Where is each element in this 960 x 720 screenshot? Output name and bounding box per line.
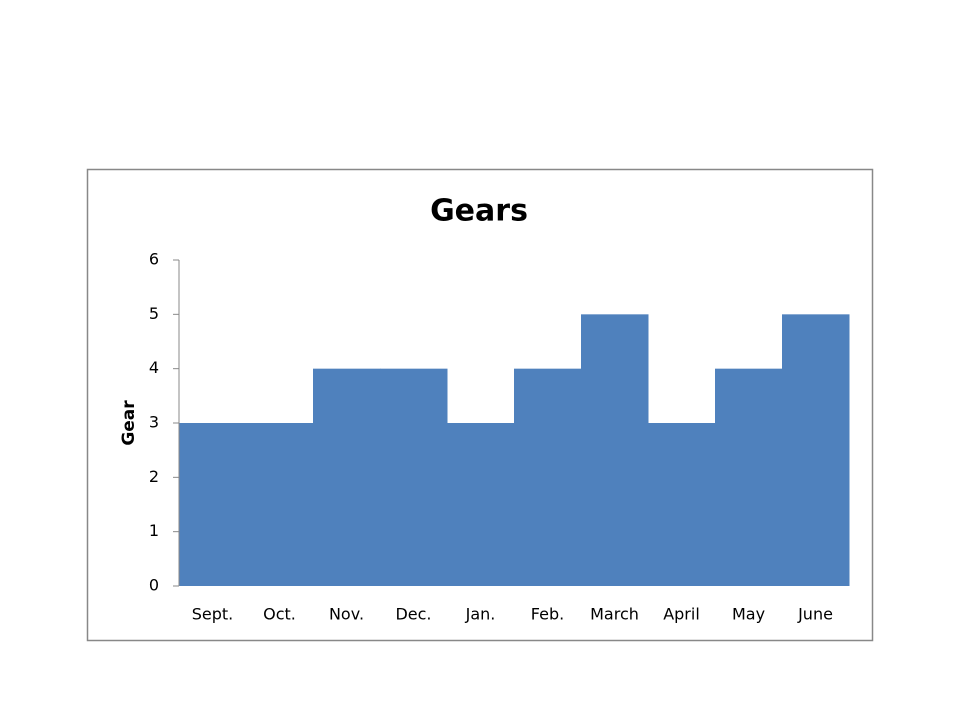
chart-title: Gears: [430, 194, 528, 229]
bar: [313, 368, 381, 586]
y-tick-label: 3: [149, 413, 159, 432]
y-tick-label: 2: [149, 467, 159, 486]
bar: [246, 423, 314, 586]
bar: [380, 368, 448, 586]
y-axis-label: Gear: [119, 400, 139, 446]
y-tick-label: 1: [149, 521, 159, 540]
y-tick-label: 4: [149, 358, 159, 377]
x-tick-label: April: [663, 605, 700, 624]
x-tick-label: June: [797, 605, 833, 624]
y-tick-label: 6: [149, 250, 159, 269]
bar: [514, 368, 582, 586]
y-tick-label: 5: [149, 304, 159, 323]
x-tick-label: March: [590, 605, 639, 624]
bar: [715, 368, 783, 586]
x-tick-label: Dec.: [395, 605, 431, 624]
x-tick-label: Sept.: [192, 605, 234, 624]
x-tick-label: Nov.: [329, 605, 364, 624]
x-tick-label: Oct.: [263, 605, 296, 624]
x-tick-label: Feb.: [531, 605, 564, 624]
bar: [782, 314, 850, 586]
bar: [648, 423, 716, 586]
bar: [179, 423, 247, 586]
bar: [581, 314, 649, 586]
y-tick-label: 0: [149, 576, 159, 595]
bar: [447, 423, 515, 586]
x-tick-label: May: [732, 605, 765, 624]
x-tick-label: Jan.: [465, 605, 496, 624]
